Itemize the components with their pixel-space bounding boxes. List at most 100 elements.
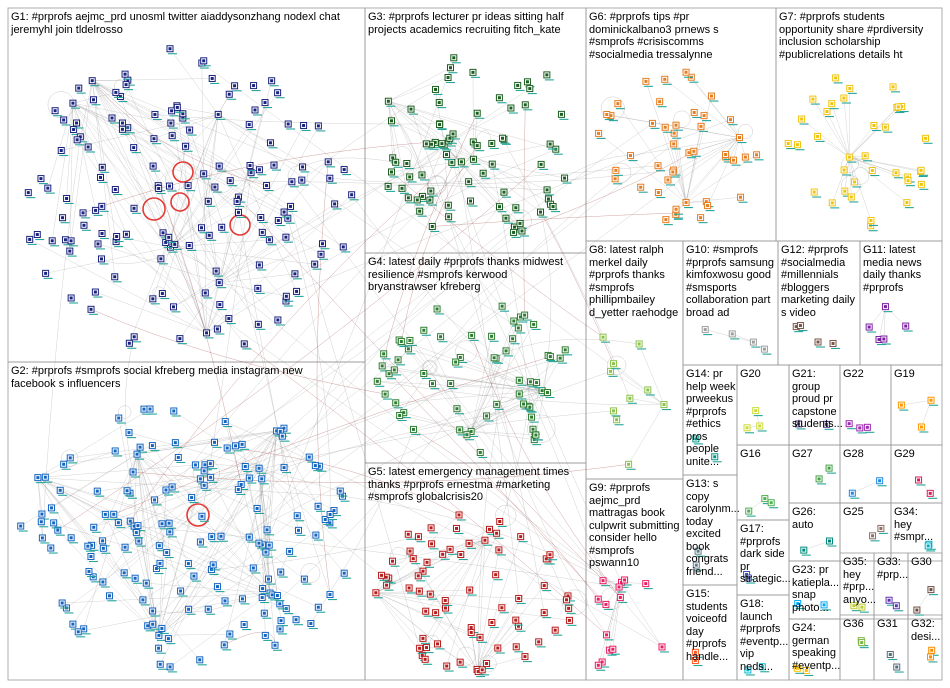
node-avatar-fill	[446, 203, 450, 207]
node	[274, 89, 285, 99]
node	[122, 81, 134, 91]
node	[79, 209, 91, 219]
edge	[470, 431, 481, 453]
node-avatar-fill	[666, 178, 670, 182]
edge	[849, 157, 855, 182]
node	[220, 641, 232, 651]
inter-group-edge	[173, 144, 445, 308]
edge	[409, 340, 472, 432]
node	[204, 197, 216, 207]
node	[427, 524, 439, 534]
node-avatar-fill	[558, 356, 562, 360]
node-avatar-fill	[62, 118, 66, 122]
group-box-g29	[890, 444, 943, 504]
node-avatar-fill	[454, 360, 458, 364]
node-avatar-fill	[100, 232, 104, 236]
node-avatar-fill	[415, 198, 419, 202]
node-avatar-fill	[542, 611, 546, 615]
node-avatar-fill	[481, 171, 485, 175]
node-avatar-fill	[496, 646, 500, 650]
edge	[258, 468, 269, 580]
node	[450, 54, 461, 64]
node	[521, 311, 532, 321]
edge	[218, 85, 235, 115]
node-avatar-fill	[122, 571, 126, 575]
node-avatar-fill	[151, 297, 155, 301]
node-avatar-fill	[223, 599, 227, 603]
inter-group-edge	[152, 206, 500, 612]
edge	[849, 156, 897, 173]
hub-highlight-ring	[229, 214, 251, 236]
node	[232, 442, 243, 452]
node-avatar-fill	[205, 331, 209, 335]
edge	[170, 246, 217, 272]
node	[169, 303, 181, 313]
node-avatar-fill	[858, 426, 862, 430]
node	[533, 379, 544, 389]
node	[465, 178, 476, 188]
node-avatar-fill	[227, 92, 231, 96]
node	[59, 214, 70, 224]
node-avatar-fill	[40, 536, 44, 540]
node	[744, 666, 755, 676]
edge	[92, 80, 117, 242]
node	[610, 407, 621, 417]
edge	[621, 582, 663, 648]
inter-group-edge	[152, 445, 260, 544]
node-avatar-fill	[827, 466, 831, 470]
node	[258, 475, 269, 485]
inter-group-edge	[113, 356, 551, 515]
node-avatar-fill	[408, 549, 412, 553]
node	[697, 214, 708, 224]
node-avatar-fill	[170, 134, 174, 138]
node-avatar-fill	[883, 125, 887, 129]
node	[201, 289, 213, 299]
edge	[201, 63, 207, 333]
edge	[477, 540, 486, 672]
node-avatar-fill	[872, 123, 876, 127]
node-avatar-fill	[428, 198, 432, 202]
group-box-g14	[682, 364, 738, 476]
edge	[388, 67, 451, 102]
node	[603, 111, 614, 121]
node-avatar-fill	[219, 534, 223, 538]
node	[507, 104, 518, 114]
node	[38, 510, 49, 520]
inter-group-edge	[399, 178, 616, 416]
edge	[476, 607, 503, 670]
edge	[57, 530, 160, 636]
node-avatar-fill	[338, 489, 342, 493]
node-avatar-fill	[101, 539, 105, 543]
node	[876, 477, 887, 487]
node	[326, 510, 338, 521]
node-avatar-fill	[267, 543, 271, 547]
node-avatar-fill	[384, 575, 388, 579]
node	[904, 177, 916, 187]
node-avatar-fill	[69, 296, 73, 300]
node-avatar-fill	[797, 422, 801, 426]
node	[311, 260, 322, 270]
node-avatar-fill	[443, 598, 447, 602]
node-avatar-fill	[447, 215, 451, 219]
node	[670, 129, 682, 139]
node-avatar-fill	[164, 240, 168, 244]
node	[423, 558, 435, 568]
edge	[37, 477, 43, 538]
group-boxes	[7, 7, 943, 681]
node-avatar-fill	[888, 653, 892, 657]
node	[184, 182, 196, 192]
node	[488, 332, 499, 342]
node	[483, 660, 494, 670]
node-avatar-fill	[917, 478, 921, 482]
node-avatar-fill	[441, 552, 445, 556]
node-avatar-fill	[253, 108, 257, 112]
node-avatar-fill	[694, 437, 698, 441]
inter-group-edge	[218, 114, 519, 329]
node	[98, 230, 110, 240]
node-avatar-fill	[475, 111, 479, 115]
node	[245, 533, 257, 543]
node	[215, 162, 227, 172]
node	[421, 655, 433, 665]
node	[521, 101, 533, 111]
node	[802, 666, 814, 677]
